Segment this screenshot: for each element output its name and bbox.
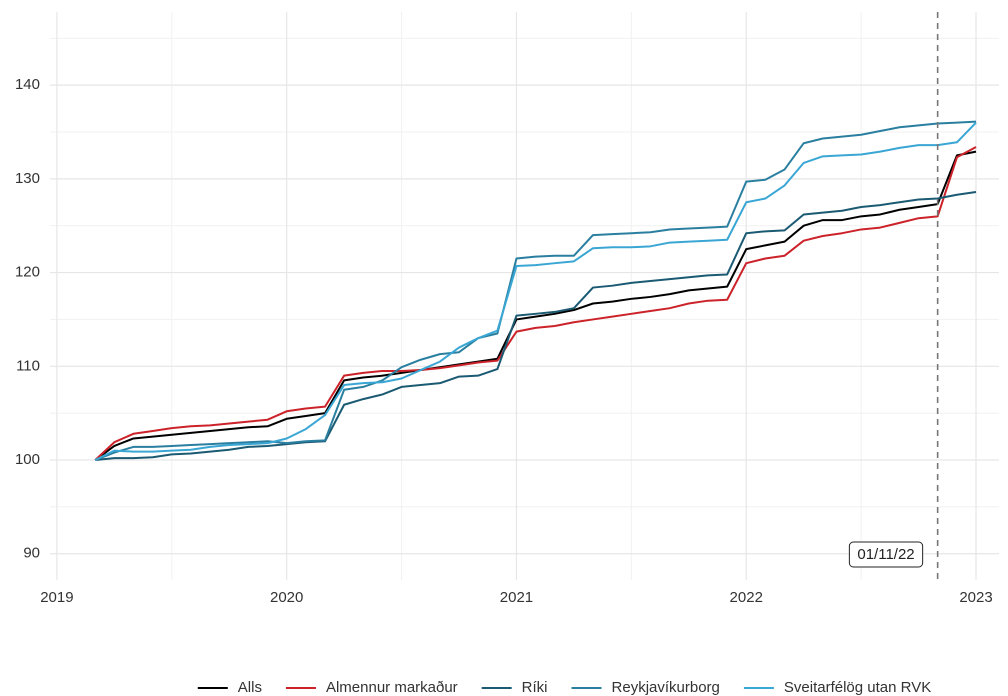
x-tick-label: 2023 [959,589,992,606]
series-line [94,120,977,461]
series-line [94,121,977,461]
y-tick-label: 140 [15,76,40,93]
x-tick-label: 2021 [500,589,533,606]
legend: Alls Almennur markaður Ríki Reykjavíkurborg… [197,679,931,696]
series-line [94,150,977,461]
y-tick-label: 100 [15,451,40,468]
legend-label: Sveitarfélög utan RVK [784,679,931,696]
y-tick-label: 120 [15,264,40,281]
series-line [94,146,977,461]
x-tick-label: 2022 [730,589,763,606]
annotation-label: 01/11/22 [857,546,914,563]
y-tick-label: 130 [15,170,40,187]
x-tick-label: 2019 [40,589,73,606]
legend-label: Almennur markaður [326,679,458,696]
legend-label: Ríki [522,679,548,696]
series-line [95,190,977,462]
legend-label: Alls [238,679,262,696]
annotation-box [848,541,924,568]
x-tick-label: 2020 [270,589,303,606]
y-tick-label: 90 [23,545,40,562]
legend-label: Reykjavíkurborg [612,679,720,696]
y-tick-label: 110 [16,357,40,374]
